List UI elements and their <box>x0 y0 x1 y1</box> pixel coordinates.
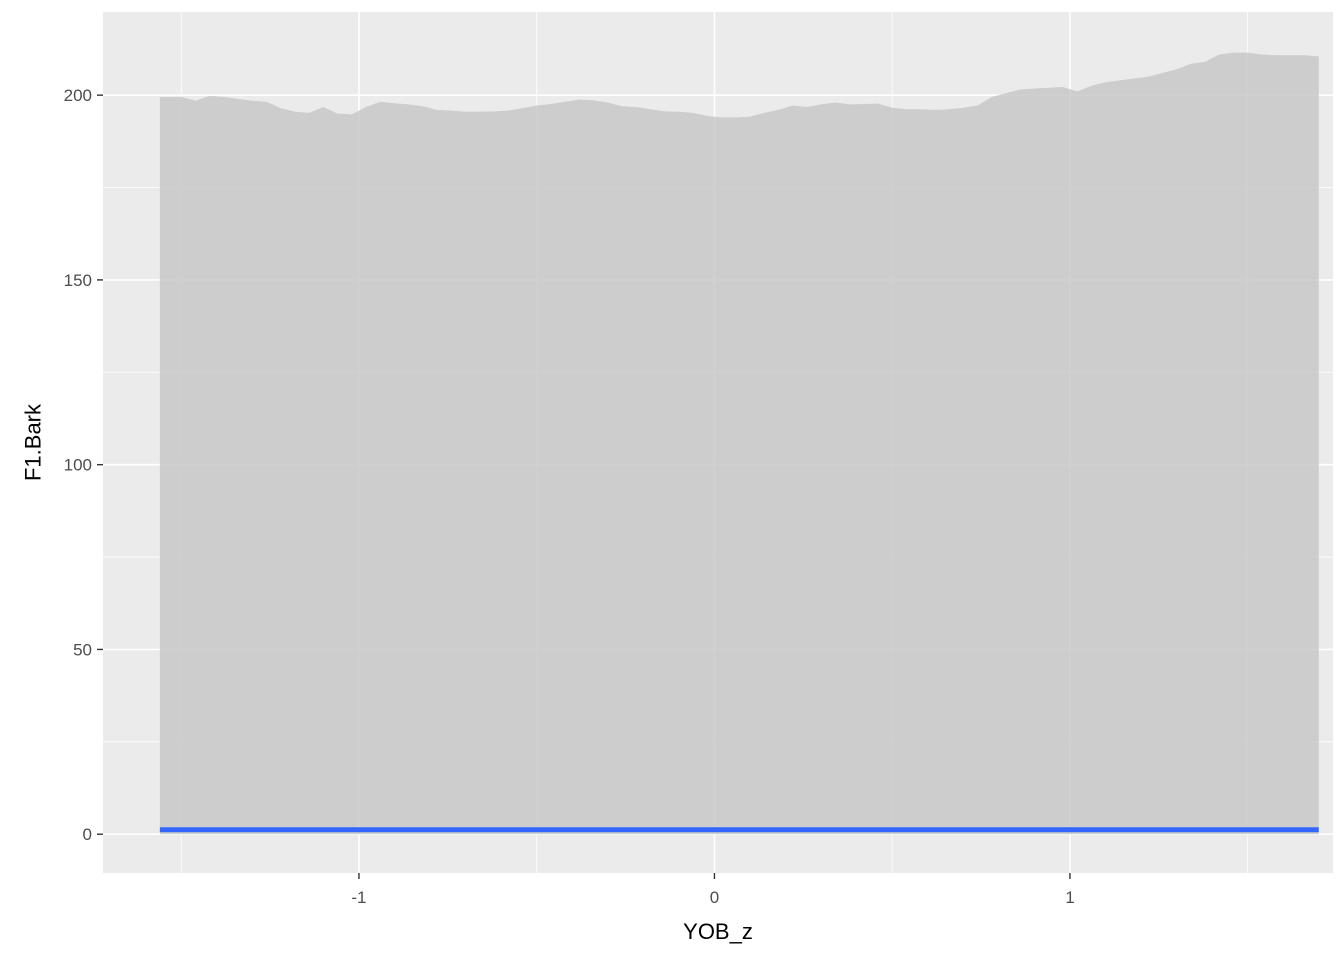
y-tick-label: 0 <box>83 825 92 844</box>
x-tick-label: 0 <box>710 888 719 907</box>
y-tick-label: 200 <box>64 86 92 105</box>
x-tick-label: -1 <box>351 888 366 907</box>
confidence-ribbon <box>159 52 1319 835</box>
y-tick-label: 50 <box>73 640 92 659</box>
y-axis-title: F1.Bark <box>21 403 46 481</box>
plot-marks <box>159 52 1319 835</box>
y-tick-label: 100 <box>64 456 92 475</box>
x-axis-title: YOB_z <box>683 919 753 944</box>
x-axis: -1 0 1 <box>351 873 1075 907</box>
x-tick-label: 1 <box>1065 888 1074 907</box>
y-axis: 0 50 100 150 200 <box>64 86 103 844</box>
y-tick-label: 150 <box>64 271 92 290</box>
